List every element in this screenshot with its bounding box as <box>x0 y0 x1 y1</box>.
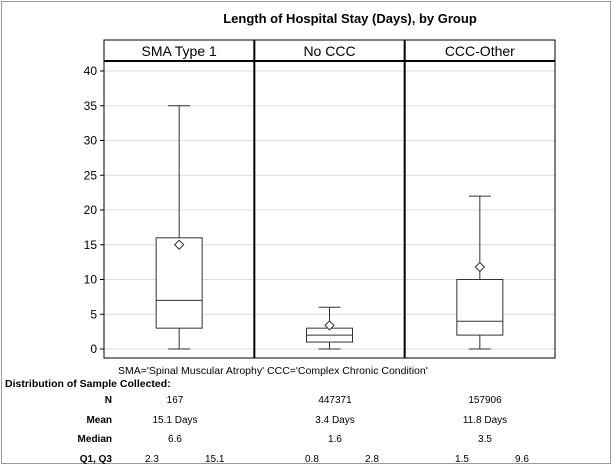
y-tick-label: 30 <box>84 134 98 148</box>
stats-row-label: N <box>104 395 112 406</box>
stats-value: 15.1 <box>205 454 225 465</box>
panel-header: No CCC <box>303 43 355 59</box>
stats-value: 157906 <box>468 395 502 406</box>
stats-row-label: Median <box>77 434 112 445</box>
stats-row-label: Mean <box>86 415 112 426</box>
stats-value: 3.4 Days <box>315 415 355 426</box>
y-tick-label: 10 <box>84 273 98 287</box>
stats-heading: Distribution of Sample Collected: <box>5 378 171 390</box>
y-tick-label: 20 <box>84 203 98 217</box>
stats-value: 3.5 <box>478 434 492 445</box>
panel-header: CCC-Other <box>445 43 515 59</box>
stats-value: 9.6 <box>515 454 529 465</box>
panel-header: SMA Type 1 <box>142 43 217 59</box>
y-tick-label: 5 <box>90 307 97 321</box>
footnote: SMA='Spinal Muscular Atrophy' CCC='Compl… <box>118 365 428 377</box>
box-iqr <box>155 237 203 329</box>
stats-value: 11.8 Days <box>462 415 508 426</box>
stats-value: 0.8 <box>305 454 319 465</box>
y-tick-label: 25 <box>84 168 98 182</box>
plot-border <box>103 39 556 359</box>
mean-marker <box>173 239 185 250</box>
y-tick-label: 15 <box>84 238 98 252</box>
box-iqr <box>456 279 504 336</box>
chart-title: Length of Hospital Stay (Days), by Group <box>223 11 477 26</box>
mean-marker <box>324 320 335 331</box>
y-tick-label: 35 <box>84 99 98 113</box>
stats-value: 1.6 <box>328 434 342 445</box>
y-tick-label: 40 <box>84 64 98 78</box>
stats-row-label: Q1, Q3 <box>79 454 112 465</box>
mean-marker <box>474 261 486 273</box>
stats-value: 447371 <box>318 395 352 406</box>
stats-value: 2.3 <box>145 454 159 465</box>
stats-value: 1.5 <box>455 454 469 465</box>
stats-value: 6.6 <box>168 434 182 445</box>
stats-value: 15.1 Days <box>152 415 198 426</box>
stats-value: 2.8 <box>365 454 379 465</box>
plot-area: SMA Type 1 No CCC CCC-Other 0 5 10 15 20 25 30 35 4… <box>84 39 556 359</box>
y-tick-label: 0 <box>90 342 97 356</box>
stats-value: 167 <box>166 395 184 406</box>
